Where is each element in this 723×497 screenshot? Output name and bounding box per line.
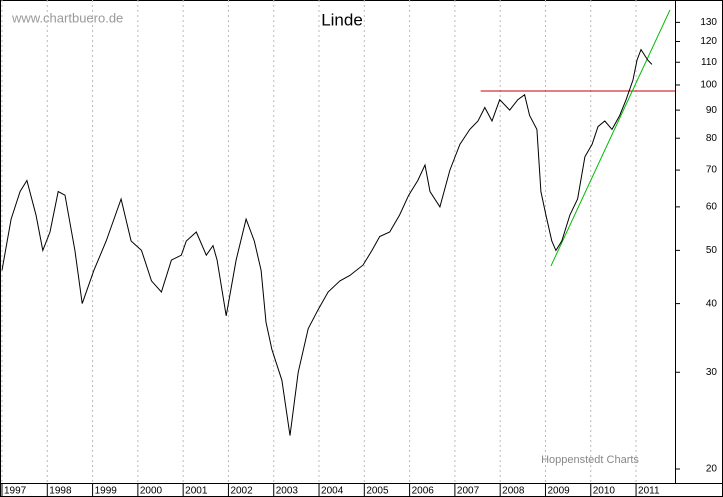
y-tick-label: 90 xyxy=(706,105,718,116)
trend-line xyxy=(550,9,671,267)
x-tick-label: 2003 xyxy=(276,486,299,497)
y-tick-label: 40 xyxy=(706,298,718,309)
y-tick-label: 20 xyxy=(706,464,718,475)
x-tick-label: 2001 xyxy=(185,486,208,497)
x-tick-label: 2007 xyxy=(457,486,480,497)
chart-title: Linde xyxy=(321,10,363,29)
x-tick-label: 2002 xyxy=(230,486,253,497)
y-tick-label: 60 xyxy=(706,202,718,213)
y-tick-label: 50 xyxy=(706,245,718,256)
y-tick-label: 30 xyxy=(706,367,718,378)
source-text: www.chartbuero.de xyxy=(11,10,123,25)
y-tick-label: 120 xyxy=(700,36,717,47)
x-tick-label: 2010 xyxy=(593,486,616,497)
x-tick-label: 2005 xyxy=(366,486,389,497)
y-tick-label: 130 xyxy=(700,17,717,28)
credit-text: Hoppenstedt Charts xyxy=(541,454,639,466)
x-tick-label: 1998 xyxy=(49,486,72,497)
x-tick-label: 2006 xyxy=(412,486,435,497)
x-tick-label: 1997 xyxy=(4,486,27,497)
x-tick-label: 2009 xyxy=(547,486,570,497)
y-tick-label: 100 xyxy=(700,80,717,91)
y-tick-label: 110 xyxy=(701,57,717,68)
x-tick-label: 2004 xyxy=(321,486,344,497)
x-tick-label: 2011 xyxy=(638,486,660,497)
x-tick-label: 1999 xyxy=(95,486,118,497)
y-tick-label: 70 xyxy=(706,165,718,176)
price-line xyxy=(1,48,653,436)
y-tick-label: 80 xyxy=(706,133,718,144)
x-tick-label: 2008 xyxy=(502,486,525,497)
x-tick-label: 2000 xyxy=(140,486,163,497)
